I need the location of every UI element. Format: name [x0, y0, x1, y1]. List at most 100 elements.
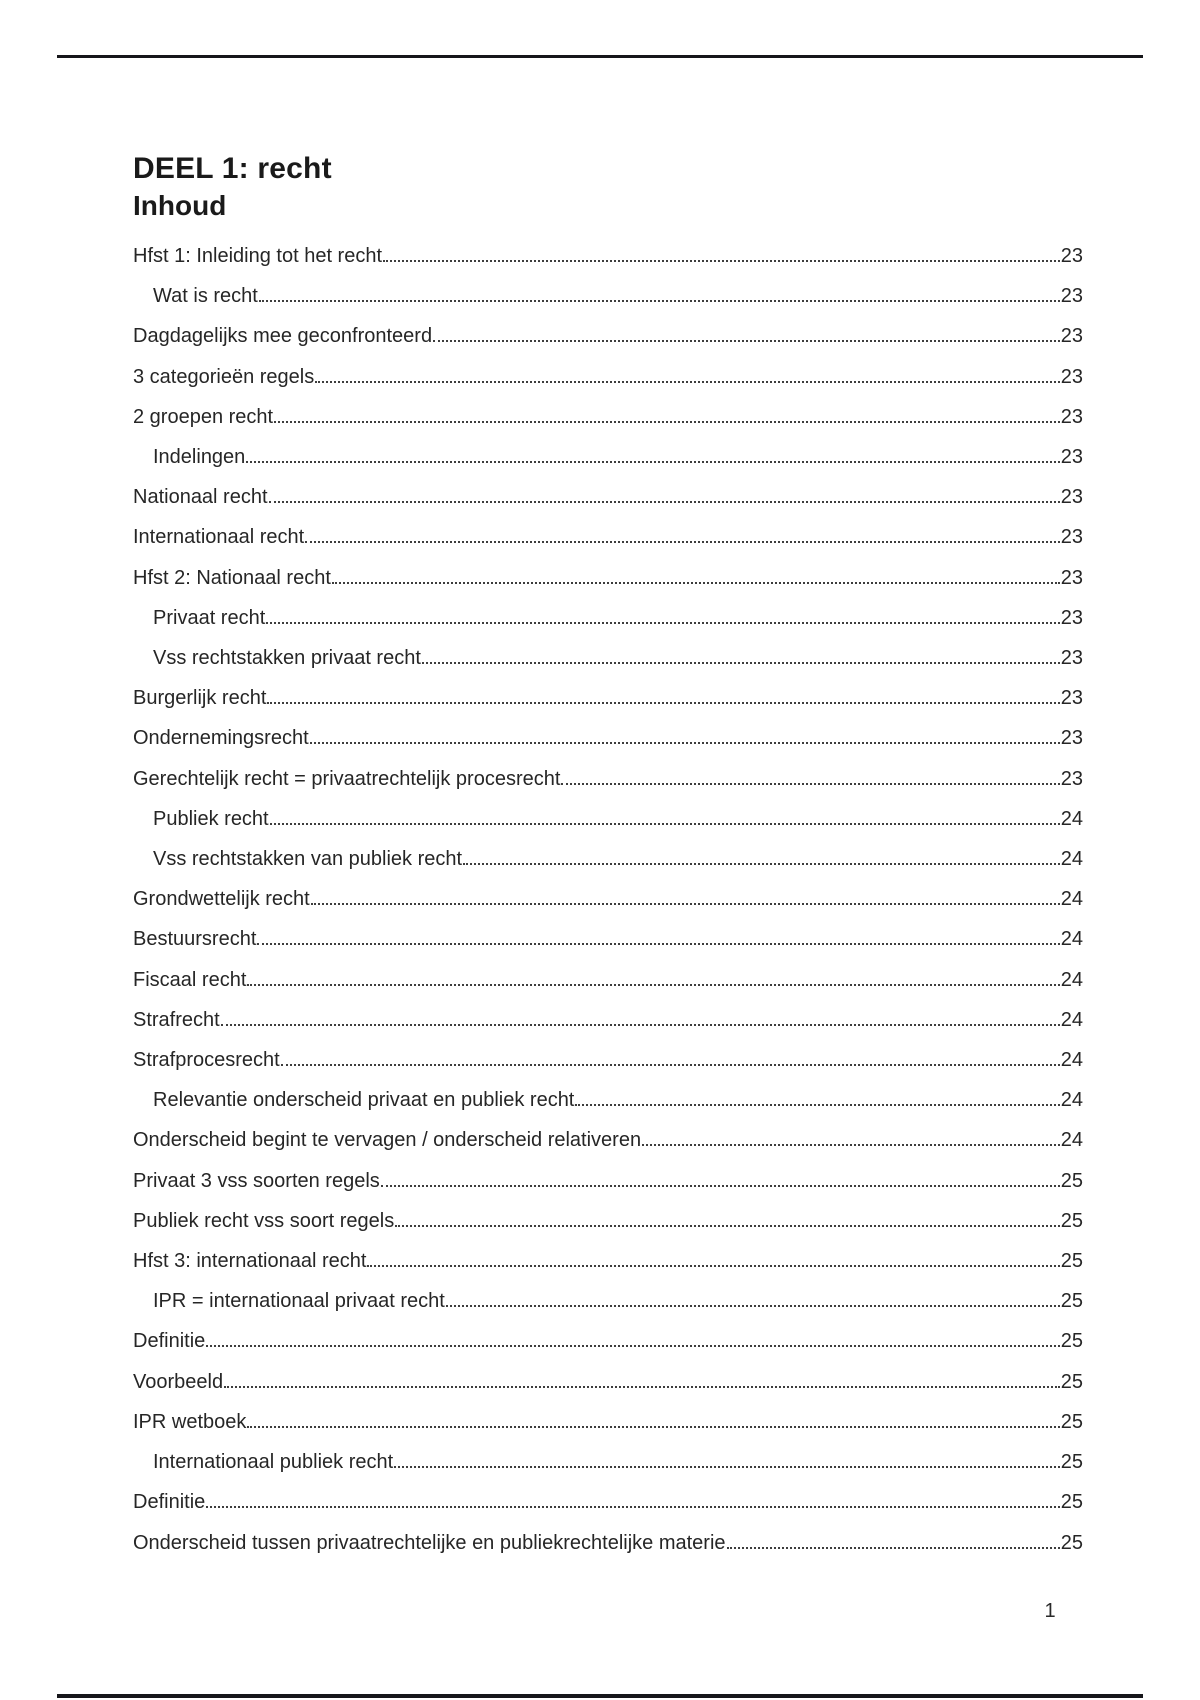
toc-entry[interactable]: Bestuursrecht 24: [133, 919, 1083, 959]
toc-entry-label: Vss rechtstakken van publiek recht: [153, 848, 463, 871]
toc-entry-page: 24: [1060, 888, 1083, 911]
toc-entry-page: 25: [1060, 1290, 1083, 1313]
toc-entry-page: 25: [1060, 1451, 1083, 1474]
toc-leader-dots: [220, 1021, 1060, 1026]
toc-entry[interactable]: Privaat 3 vss soorten regels 25: [133, 1161, 1083, 1201]
toc-entry[interactable]: Ondernemingsrecht 23: [133, 718, 1083, 758]
toc-entry-page: 24: [1060, 1049, 1083, 1072]
toc-leader-dots: [367, 1262, 1060, 1268]
toc-entry-page: 25: [1060, 1250, 1083, 1273]
toc-entry[interactable]: Vss rechtstakken van publiek recht 24: [133, 839, 1083, 879]
toc-entry[interactable]: Nationaal recht 23: [133, 477, 1083, 517]
toc-entry[interactable]: Publiek recht 24: [133, 799, 1083, 839]
toc-entry-label: Strafrecht: [133, 1008, 220, 1031]
toc-entry[interactable]: Hfst 3: internationaal recht 25: [133, 1241, 1083, 1281]
toc-entry[interactable]: Dagdagelijks mee geconfronteerd 23: [133, 316, 1083, 356]
toc-entry-page: 25: [1060, 1330, 1083, 1353]
toc-entry-page: 25: [1060, 1370, 1083, 1393]
toc-entry[interactable]: Gerechtelijk recht = privaatrechtelijk p…: [133, 759, 1083, 799]
toc-leader-dots: [247, 981, 1060, 986]
toc-leader-dots: [380, 1182, 1060, 1187]
toc-leader-dots: [642, 1141, 1060, 1147]
toc-entry-page: 23: [1060, 526, 1083, 549]
toc-entry-page: 23: [1060, 687, 1083, 710]
toc-entry-page: 25: [1060, 1169, 1083, 1192]
toc-leader-dots: [274, 418, 1060, 423]
toc-entry[interactable]: IPR = internationaal privaat recht 25: [133, 1281, 1083, 1321]
toc-entry-page: 24: [1060, 1089, 1083, 1112]
toc-entry[interactable]: Strafrecht 24: [133, 1000, 1083, 1040]
toc-leader-dots: [445, 1302, 1060, 1308]
toc-entry-page: 23: [1060, 606, 1083, 629]
toc-entry[interactable]: Grondwettelijk recht 24: [133, 879, 1083, 919]
toc-entry-page: 24: [1060, 1008, 1083, 1031]
toc-entry-page: 24: [1060, 848, 1083, 871]
toc-entry-label: Publiek recht vss soort regels: [133, 1209, 395, 1232]
toc-entry-label: Dagdagelijks mee geconfronteerd: [133, 325, 433, 348]
toc-entry-label: Vss rechtstakken privaat recht: [153, 647, 421, 670]
toc-entry-page: 23: [1060, 245, 1083, 267]
toc-leader-dots: [267, 699, 1060, 705]
toc-entry[interactable]: Burgerlijk recht 23: [133, 678, 1083, 718]
toc-entry-page: 23: [1060, 767, 1083, 790]
toc-entry[interactable]: 2 groepen recht 23: [133, 397, 1083, 437]
toc-entry-page: 25: [1060, 1531, 1083, 1554]
toc-entry-page: 25: [1060, 1491, 1083, 1514]
toc-entry-label: Definitie: [133, 1491, 206, 1514]
toc-heading: Inhoud: [133, 190, 227, 221]
top-rule: [57, 55, 1143, 58]
toc-entry-label: Wat is recht: [153, 285, 258, 308]
toc-entry[interactable]: IPR wetboek 25: [133, 1402, 1083, 1442]
toc-leader-dots: [575, 1101, 1060, 1107]
toc-entry-page: 24: [1060, 928, 1083, 951]
toc-leader-dots: [726, 1544, 1060, 1549]
toc-entry-page: 24: [1060, 1129, 1083, 1152]
toc-entry-page: 25: [1060, 1410, 1083, 1433]
toc-entry-page: 23: [1060, 285, 1083, 308]
toc-leader-dots: [269, 820, 1060, 825]
table-of-contents: Hfst 1: Inleiding tot het recht 23 Wat is …: [133, 236, 1083, 1563]
toc-entry-label: 3 categorieën regels: [133, 365, 315, 388]
toc-entry[interactable]: Indelingen 23: [133, 437, 1083, 477]
toc-entry[interactable]: Privaat recht 23: [133, 598, 1083, 638]
toc-entry[interactable]: Onderscheid begint te vervagen / ondersc…: [133, 1120, 1083, 1160]
toc-entry-label: Internationaal publiek recht: [153, 1451, 394, 1474]
toc-entry[interactable]: Hfst 2: Nationaal recht 23: [133, 558, 1083, 598]
toc-entry-page: 23: [1060, 486, 1083, 509]
toc-entry[interactable]: Vss rechtstakken privaat recht 23: [133, 638, 1083, 678]
toc-entry-label: Indelingen: [153, 446, 246, 469]
toc-entry[interactable]: 3 categorieën regels 23: [133, 357, 1083, 397]
toc-leader-dots: [331, 579, 1060, 584]
toc-entry-page: 23: [1060, 325, 1083, 348]
toc-leader-dots: [561, 780, 1060, 785]
toc-entry-label: Onderscheid begint te vervagen / ondersc…: [133, 1129, 642, 1152]
toc-entry[interactable]: Definitie 25: [133, 1321, 1083, 1361]
toc-entry[interactable]: Hfst 1: Inleiding tot het recht 23: [133, 236, 1083, 276]
toc-entry[interactable]: Onderscheid tussen privaatrechtelijke en…: [133, 1523, 1083, 1563]
toc-entry[interactable]: Publiek recht vss soort regels 25: [133, 1201, 1083, 1241]
toc-leader-dots: [421, 659, 1060, 665]
toc-entry[interactable]: Strafprocesrecht 24: [133, 1040, 1083, 1080]
toc-entry-label: Burgerlijk recht: [133, 687, 267, 710]
toc-entry-page: 23: [1060, 405, 1083, 428]
toc-entry[interactable]: Definitie 25: [133, 1482, 1083, 1522]
toc-entry[interactable]: Voorbeeld 25: [133, 1362, 1083, 1402]
toc-entry[interactable]: Internationaal recht 23: [133, 517, 1083, 557]
toc-entry-label: Relevantie onderscheid privaat en publie…: [153, 1089, 575, 1112]
toc-entry-label: Internationaal recht: [133, 526, 305, 549]
toc-entry-label: Onderscheid tussen privaatrechtelijke en…: [133, 1531, 726, 1554]
toc-leader-dots: [305, 538, 1060, 544]
toc-leader-dots: [463, 860, 1060, 866]
toc-leader-dots: [206, 1503, 1060, 1509]
toc-entry[interactable]: Relevantie onderscheid privaat en publie…: [133, 1080, 1083, 1120]
bottom-rule: [57, 1694, 1143, 1698]
toc-entry[interactable]: Fiscaal recht 24: [133, 960, 1083, 1000]
toc-leader-dots: [394, 1463, 1060, 1469]
toc-entry-label: Bestuursrecht: [133, 928, 257, 951]
toc-entry[interactable]: Internationaal publiek recht 25: [133, 1442, 1083, 1482]
toc-leader-dots: [268, 498, 1060, 504]
toc-entry[interactable]: Wat is recht 23: [133, 276, 1083, 316]
toc-leader-dots: [433, 337, 1060, 343]
toc-entry-page: 23: [1060, 365, 1083, 388]
